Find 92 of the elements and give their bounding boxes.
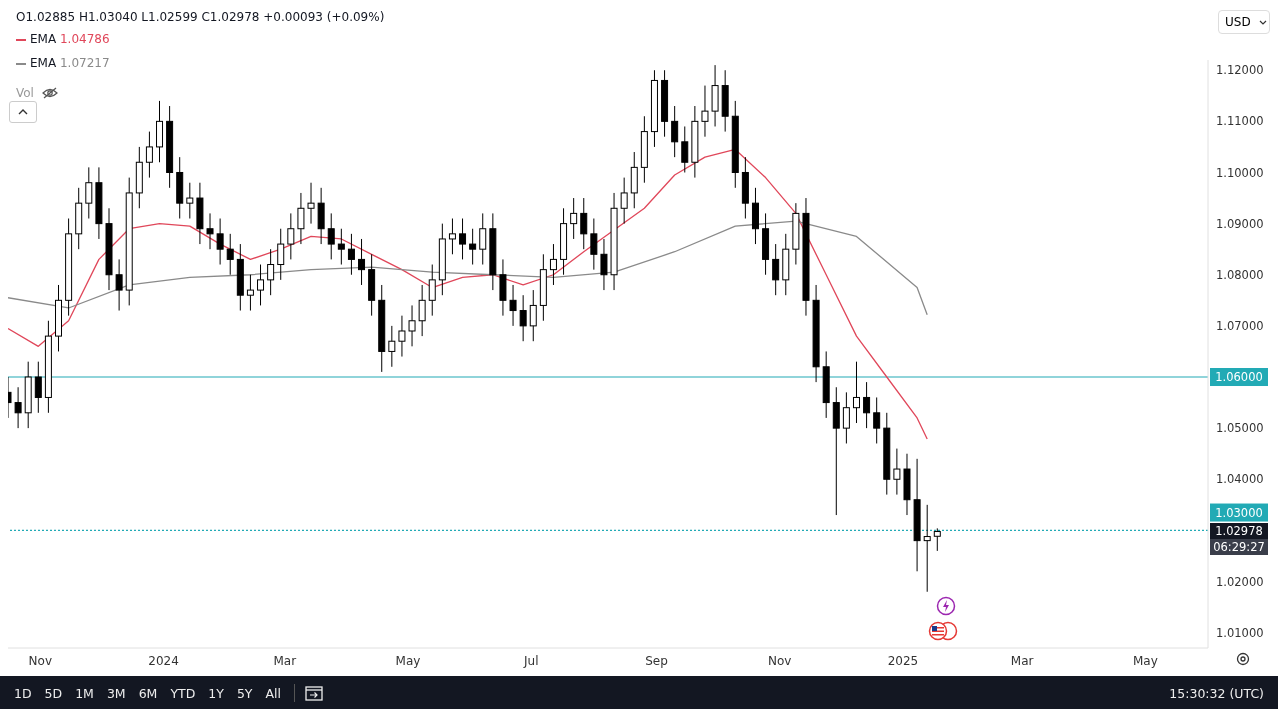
candlestick bbox=[337, 228, 345, 266]
candlestick bbox=[358, 238, 366, 286]
candlestick bbox=[418, 284, 426, 337]
y-tick-label: 1.08000 bbox=[1216, 267, 1264, 282]
candlestick bbox=[701, 85, 709, 138]
candlestick bbox=[479, 212, 487, 266]
x-tick-label: 2024 bbox=[148, 653, 179, 668]
y-tick-label: 1.07000 bbox=[1216, 318, 1264, 333]
x-tick-label: Nov bbox=[28, 653, 53, 668]
candlestick bbox=[226, 233, 234, 276]
candlestick bbox=[549, 243, 557, 286]
text: YTD bbox=[170, 685, 196, 701]
y-tick-label: 1.11000 bbox=[1216, 114, 1264, 129]
y-tick-label: 1.09000 bbox=[1216, 216, 1264, 231]
candlestick bbox=[570, 197, 578, 240]
candlestick bbox=[186, 182, 194, 219]
line-series bbox=[8, 148, 928, 440]
candlestick bbox=[893, 448, 901, 496]
text: 1.02978 bbox=[1210, 522, 1268, 539]
candlestick bbox=[428, 264, 436, 317]
candlestick bbox=[327, 212, 335, 260]
text: 5D bbox=[44, 685, 63, 701]
candlestick bbox=[448, 218, 456, 255]
candlestick bbox=[459, 218, 467, 260]
legend-label: EMA bbox=[30, 56, 57, 70]
candlestick bbox=[620, 177, 628, 225]
x-tick-label: 2025 bbox=[887, 653, 919, 668]
candlestick bbox=[85, 166, 93, 219]
ref-line-label: 1.06000 bbox=[1215, 370, 1263, 385]
ref-line-label: 1.03000 bbox=[1215, 505, 1263, 520]
candlestick bbox=[408, 304, 416, 347]
candlestick bbox=[681, 125, 689, 173]
candlestick bbox=[842, 391, 850, 444]
candlestick bbox=[772, 243, 780, 296]
candlestick bbox=[34, 361, 42, 414]
x-tick-label: Jul bbox=[522, 653, 539, 668]
text: All bbox=[265, 685, 281, 701]
y-tick-label: 1.10000 bbox=[1216, 165, 1264, 180]
candlestick bbox=[267, 248, 275, 296]
candlestick bbox=[216, 218, 224, 266]
candlestick bbox=[671, 105, 679, 158]
x-tick-label: May bbox=[1132, 653, 1158, 668]
candlestick bbox=[398, 315, 406, 358]
candlestick bbox=[206, 212, 214, 250]
candlestick bbox=[509, 284, 517, 327]
text: USD bbox=[1225, 15, 1251, 29]
text: 1M bbox=[75, 685, 94, 701]
line-series bbox=[8, 220, 928, 316]
candlestick bbox=[347, 233, 355, 276]
text: 1Y bbox=[208, 685, 224, 701]
candlestick bbox=[257, 264, 265, 306]
x-tick-label: Mar bbox=[1010, 653, 1034, 668]
candlestick bbox=[923, 504, 931, 593]
candlestick bbox=[873, 396, 881, 444]
annotation: 1.07217 bbox=[59, 56, 110, 70]
candlestick bbox=[277, 228, 285, 281]
candlestick bbox=[307, 182, 315, 225]
x-tick-label: May bbox=[395, 653, 421, 668]
candlestick bbox=[14, 386, 22, 429]
candlestick bbox=[287, 212, 295, 260]
text: 5Y bbox=[236, 685, 253, 701]
candlestick bbox=[933, 527, 941, 552]
text: 1.04786 bbox=[59, 32, 110, 46]
candlestick bbox=[580, 197, 588, 250]
candlestick bbox=[529, 289, 537, 342]
y-tick-label: 1.01000 bbox=[1216, 625, 1264, 640]
x-tick-label: Nov bbox=[768, 653, 792, 668]
candlestick bbox=[852, 361, 860, 424]
x-tick-label: Mar bbox=[273, 653, 297, 668]
candlestick bbox=[297, 192, 305, 245]
y-tick-label: 1.02000 bbox=[1216, 574, 1264, 589]
text: 15:30:32 (UTC) bbox=[1169, 685, 1264, 701]
candlestick bbox=[246, 274, 254, 312]
candlestick bbox=[388, 325, 396, 368]
annotation: Vol bbox=[16, 86, 34, 100]
y-tick-label: 1.05000 bbox=[1216, 421, 1264, 436]
candlestick bbox=[863, 381, 871, 429]
y-tick-label: 1.04000 bbox=[1216, 472, 1264, 487]
text: 6M bbox=[138, 685, 158, 701]
candlestick bbox=[469, 228, 477, 266]
candlestick bbox=[115, 258, 123, 312]
text: 1D bbox=[14, 685, 32, 701]
candlestick bbox=[590, 218, 598, 271]
candlestick bbox=[519, 294, 527, 342]
candlestick bbox=[145, 131, 153, 179]
x-tick-label: Sep bbox=[645, 653, 668, 668]
text: 3M bbox=[106, 685, 126, 701]
legend-label: EMA bbox=[30, 32, 57, 46]
candlestick bbox=[600, 238, 608, 291]
text: O1.02885 H1.03040 L1.02599 C1.02978 +0.00093 (+0.09%) bbox=[16, 10, 385, 24]
text: 06:29:27 bbox=[1210, 538, 1268, 555]
y-tick-label: 1.12000 bbox=[1216, 63, 1264, 78]
